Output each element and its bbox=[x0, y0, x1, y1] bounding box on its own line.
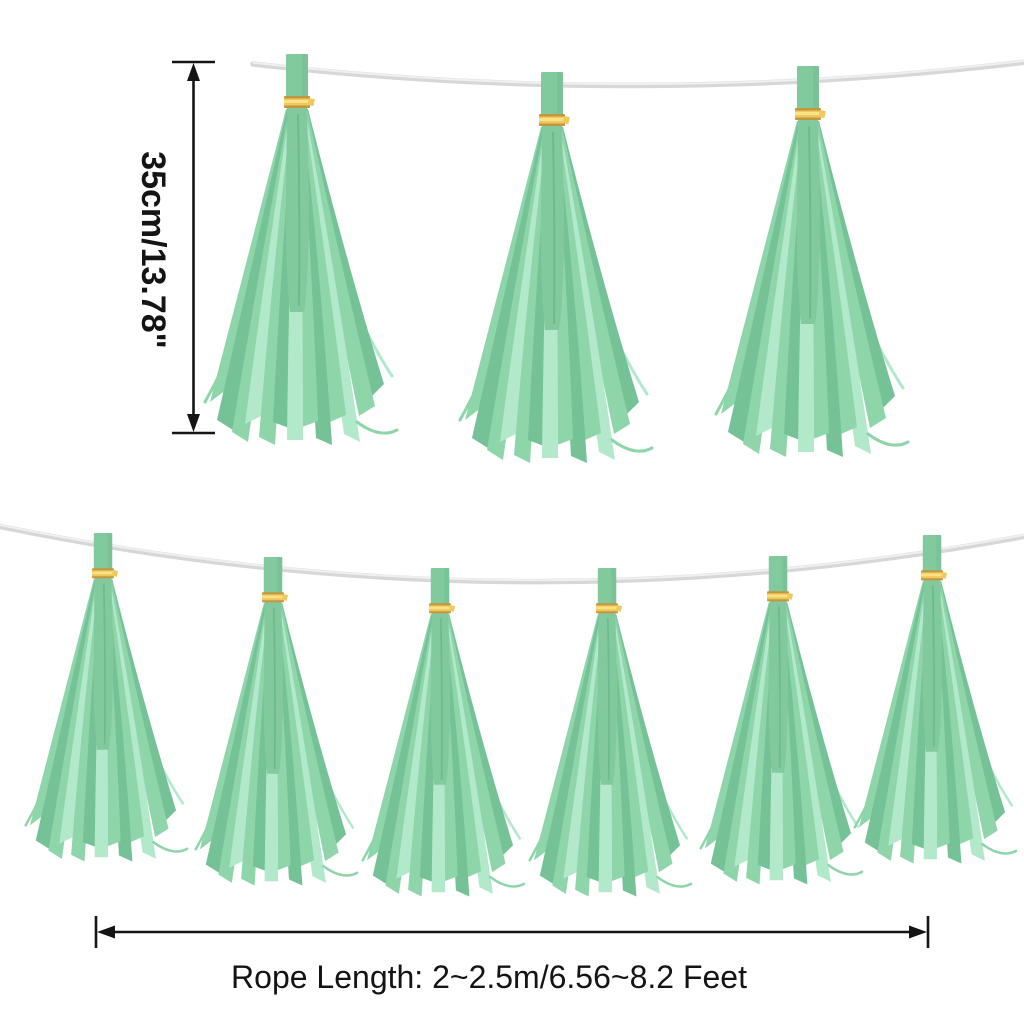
tassel bbox=[528, 566, 693, 898]
top-rope bbox=[250, 59, 1024, 89]
bottom-garland bbox=[24, 531, 1018, 898]
tassel bbox=[194, 555, 359, 887]
tassel bbox=[699, 554, 864, 886]
rope-length-label: Rope Length: 2~2.5m/6.56~8.2 Feet bbox=[231, 959, 747, 995]
tassel bbox=[24, 531, 189, 863]
tassel bbox=[203, 52, 399, 447]
tassel-height-label: 35cm/13.78" bbox=[134, 151, 172, 349]
rope-length-dimension-arrow bbox=[94, 916, 930, 948]
tassel bbox=[714, 64, 910, 459]
tassel bbox=[361, 566, 526, 898]
tassel bbox=[458, 70, 654, 465]
bottom-rope bbox=[0, 523, 1024, 585]
top-garland bbox=[203, 52, 910, 465]
tassel bbox=[853, 533, 1018, 865]
height-dimension-arrow bbox=[172, 60, 215, 435]
